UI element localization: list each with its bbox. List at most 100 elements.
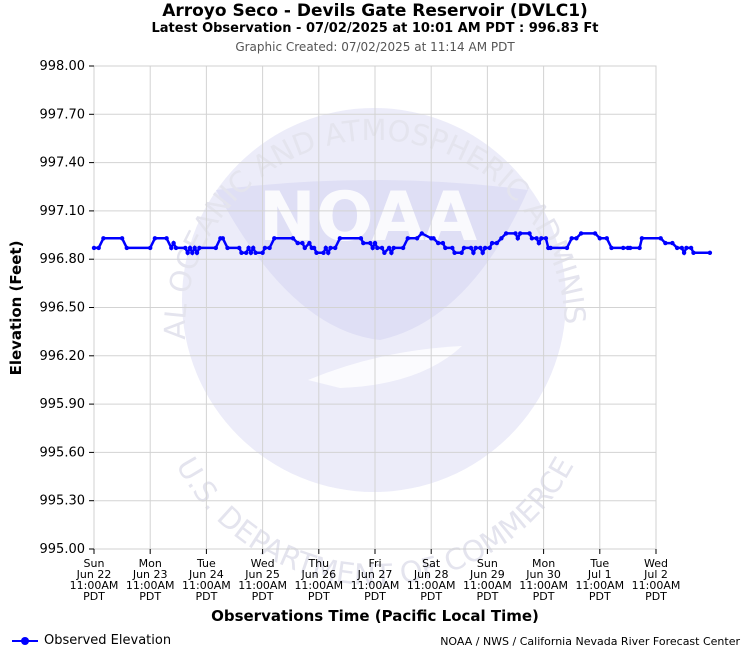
data-point xyxy=(197,245,202,251)
data-point xyxy=(262,245,268,251)
data-point xyxy=(187,245,193,251)
data-point xyxy=(171,240,176,246)
data-point xyxy=(663,240,668,246)
data-point xyxy=(688,245,694,251)
y-tick-label: 995.00 xyxy=(40,542,86,557)
x-axis-label: Observations Time (Pacific Local Time) xyxy=(211,607,539,625)
data-point xyxy=(487,245,492,251)
chart-title: Arroyo Seco - Devils Gate Reservoir (DVL… xyxy=(162,1,588,21)
data-point xyxy=(621,245,626,251)
data-point xyxy=(302,245,307,251)
data-point xyxy=(119,236,125,241)
data-point xyxy=(382,250,387,255)
data-point xyxy=(707,250,713,255)
data-point xyxy=(375,245,380,251)
data-point xyxy=(597,236,602,241)
data-point xyxy=(684,245,689,251)
data-point xyxy=(473,245,478,251)
data-point xyxy=(253,250,258,255)
data-point xyxy=(321,250,326,255)
data-point xyxy=(173,245,179,251)
data-point xyxy=(440,240,446,246)
data-point xyxy=(604,236,609,241)
data-point xyxy=(358,236,364,241)
data-point xyxy=(370,245,375,251)
y-tick-label: 997.70 xyxy=(40,107,86,122)
data-point xyxy=(679,245,684,251)
data-point xyxy=(637,245,642,251)
data-point xyxy=(482,245,488,251)
x-tick-label: Wed Jun 25 11:00AM PDT xyxy=(238,557,287,603)
data-point xyxy=(639,236,645,241)
data-point xyxy=(192,245,197,251)
data-point xyxy=(461,245,467,251)
x-tick-label: Sun Jun 22 11:00AM PDT xyxy=(70,557,119,603)
data-point xyxy=(419,231,424,236)
data-point xyxy=(169,245,174,251)
y-tick-label: 996.20 xyxy=(40,349,86,364)
data-point xyxy=(183,245,188,251)
y-tick-label: 995.90 xyxy=(40,397,86,412)
data-point xyxy=(391,245,396,251)
data-point xyxy=(681,250,687,255)
data-point xyxy=(361,240,366,246)
data-point xyxy=(480,250,485,255)
data-point xyxy=(164,236,169,241)
data-point xyxy=(379,245,385,251)
noaa-watermark: NOAA NATIONAL OCEANIC AND ATMOSPHERIC AD… xyxy=(0,0,592,592)
data-point xyxy=(91,245,97,251)
x-tick-label: Tue Jul 1 11:00AM PDT xyxy=(575,557,624,603)
data-point xyxy=(539,236,544,241)
data-point xyxy=(459,250,464,255)
legend-label: Observed Elevation xyxy=(44,633,172,648)
data-point xyxy=(450,245,455,251)
x-tick-label: Tue Jun 24 11:00AM PDT xyxy=(182,557,231,603)
data-point xyxy=(314,250,319,255)
data-point xyxy=(431,236,436,241)
data-point xyxy=(534,236,539,241)
data-point xyxy=(574,236,579,241)
graphic-created-text: Graphic Created: 07/02/2025 at 11:14 AM … xyxy=(235,40,515,54)
data-point xyxy=(518,231,523,236)
data-point xyxy=(674,245,680,251)
data-point xyxy=(311,245,317,251)
data-point xyxy=(213,245,218,251)
data-point xyxy=(609,245,614,251)
data-point xyxy=(443,245,448,251)
data-point xyxy=(237,245,242,251)
credit-text: NOAA / NWS / California Nevada River For… xyxy=(440,635,740,648)
data-point xyxy=(244,250,249,255)
data-point xyxy=(691,250,696,255)
data-point xyxy=(368,240,373,246)
legend-marker xyxy=(12,636,38,645)
data-point xyxy=(529,236,535,241)
data-point xyxy=(185,250,190,255)
data-point xyxy=(295,240,300,246)
data-point xyxy=(239,250,244,255)
data-point xyxy=(194,250,200,255)
data-point xyxy=(96,245,101,251)
data-point xyxy=(152,236,158,241)
data-point xyxy=(225,245,230,251)
data-point xyxy=(543,236,549,241)
data-point xyxy=(499,236,504,241)
data-point xyxy=(569,236,574,241)
data-point xyxy=(548,245,553,251)
data-point xyxy=(628,245,633,251)
data-point xyxy=(323,245,328,251)
data-point xyxy=(328,245,333,251)
data-point xyxy=(251,245,256,251)
chart-subtitle: Latest Observation - 07/02/2025 at 10:01… xyxy=(151,21,599,36)
data-point xyxy=(400,245,406,251)
data-point xyxy=(333,245,338,251)
data-point xyxy=(337,236,343,241)
series-observed-elevation xyxy=(91,231,713,256)
y-tick-label: 997.10 xyxy=(40,204,86,219)
x-tick-label: Thu Jun 26 11:00AM PDT xyxy=(294,557,343,603)
data-point xyxy=(503,231,509,236)
x-tick-label: Sun Jun 29 11:00AM PDT xyxy=(463,557,512,603)
data-point xyxy=(658,236,663,241)
data-point xyxy=(452,250,457,255)
y-tick-label: 995.30 xyxy=(40,494,86,509)
